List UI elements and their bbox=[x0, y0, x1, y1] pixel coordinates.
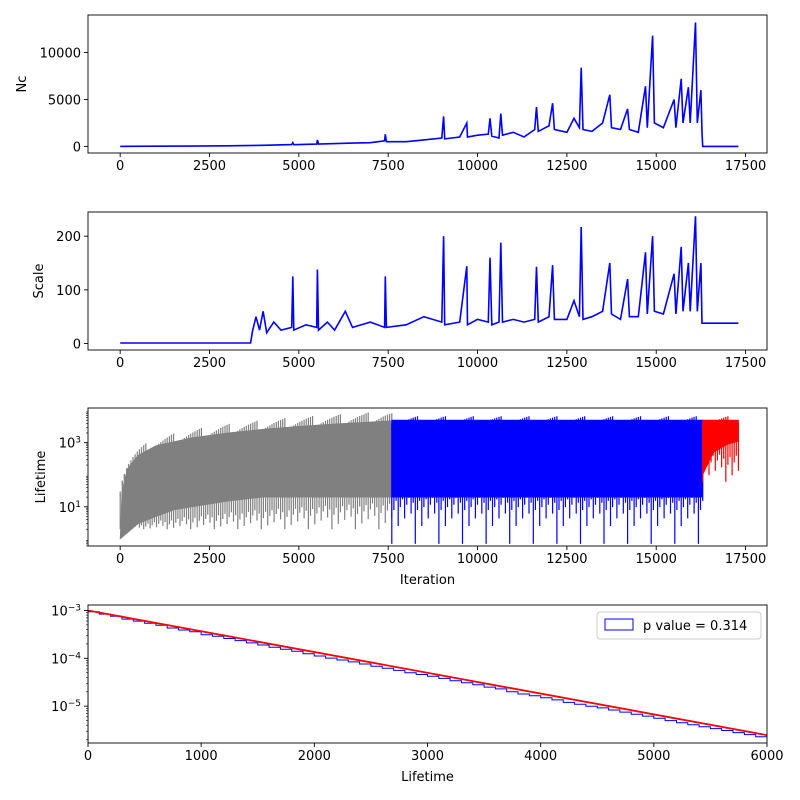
axes-frame bbox=[87, 407, 768, 547]
y-axis-label: Nc bbox=[15, 76, 30, 93]
y-tick-label: 10−5 bbox=[51, 699, 81, 715]
x-tick-label: 4000 bbox=[524, 749, 557, 764]
plot-area bbox=[88, 609, 767, 743]
axes-frame bbox=[87, 14, 768, 154]
y-tick-label: 100 bbox=[56, 284, 81, 299]
x-tick-label: 15000 bbox=[636, 159, 677, 174]
x-tick-label: 3000 bbox=[411, 749, 444, 764]
chart-panel-4: 0 1000 2000 3000 4000 5000 6000 10−5 10−4 10−3 Lif… bbox=[51, 603, 783, 785]
chart-panel-3: 0 2500 5000 7500 10000 12500 15000 17500 101 103 L… bbox=[34, 407, 768, 588]
x-tick-label: 0 bbox=[116, 159, 124, 174]
series-line-1 bbox=[120, 216, 739, 344]
x-tick-label: 0 bbox=[116, 356, 124, 371]
legend-swatch bbox=[604, 618, 634, 631]
x-tick-label: 2500 bbox=[193, 356, 226, 371]
y-tick-label: 10−4 bbox=[51, 651, 81, 667]
y-axis-label: Lifetime bbox=[34, 451, 49, 504]
y-tick-label: 0 bbox=[73, 140, 81, 155]
y-tick-label: 0 bbox=[73, 338, 81, 353]
x-axis-label: Lifetime bbox=[401, 770, 454, 785]
legend-label: p value = 0.314 bbox=[643, 619, 747, 634]
x-tick-label: 10000 bbox=[457, 159, 498, 174]
series-line-1 bbox=[120, 22, 739, 148]
x-tick-label: 1000 bbox=[185, 749, 218, 764]
legend: p value = 0.314 bbox=[596, 611, 762, 640]
x-tick-label: 7500 bbox=[372, 552, 405, 567]
plot-area bbox=[119, 412, 739, 544]
series-spikes-3 bbox=[702, 423, 739, 482]
y-tick-label: 101 bbox=[59, 500, 81, 516]
x-tick-label: 0 bbox=[116, 552, 124, 567]
x-tick-label: 0 bbox=[84, 749, 92, 764]
x-tick-label: 5000 bbox=[282, 552, 315, 567]
y-tick-label: 10000 bbox=[40, 47, 81, 62]
x-tick-label: 5000 bbox=[282, 159, 315, 174]
series-band-3 bbox=[702, 419, 739, 475]
x-tick-label: 15000 bbox=[636, 552, 677, 567]
x-tick-label: 2000 bbox=[298, 749, 331, 764]
series-peaks-2 bbox=[391, 416, 704, 431]
x-tick-label: 7500 bbox=[372, 356, 405, 371]
x-axis-label: Iteration bbox=[400, 573, 455, 588]
fit-line bbox=[88, 609, 767, 737]
y-tick-label: 200 bbox=[56, 230, 81, 245]
plot-area bbox=[120, 216, 739, 344]
y-tick-label: 103 bbox=[59, 436, 81, 452]
y-tick-label: 10−3 bbox=[51, 603, 81, 619]
chart-panel-2: 0 2500 5000 7500 10000 12500 15000 17500 0 100 200… bbox=[32, 211, 768, 371]
x-tick-label: 7500 bbox=[372, 159, 405, 174]
x-tick-label: 12500 bbox=[546, 159, 587, 174]
plot-area bbox=[120, 22, 739, 148]
chart-panel-1: 0 2500 5000 7500 10000 12500 15000 17500 0 5000 10… bbox=[15, 14, 768, 174]
x-tick-label: 12500 bbox=[546, 356, 587, 371]
axes-frame bbox=[87, 211, 768, 351]
x-tick-label: 10000 bbox=[457, 356, 498, 371]
x-tick-label: 10000 bbox=[457, 552, 498, 567]
series-spikes-2 bbox=[391, 423, 704, 544]
series-spikes-1 bbox=[119, 421, 393, 530]
series-peaks-3 bbox=[702, 416, 739, 431]
y-axis-label: Scale bbox=[32, 264, 47, 299]
x-tick-label: 5000 bbox=[637, 749, 670, 764]
x-tick-label: 2500 bbox=[193, 159, 226, 174]
y-tick-label: 5000 bbox=[48, 93, 81, 108]
x-tick-label: 17500 bbox=[725, 159, 766, 174]
x-tick-label: 5000 bbox=[282, 356, 315, 371]
x-tick-label: 6000 bbox=[750, 749, 783, 764]
x-tick-label: 15000 bbox=[636, 356, 677, 371]
x-tick-label: 17500 bbox=[725, 356, 766, 371]
legend-box bbox=[596, 611, 762, 640]
x-tick-label: 17500 bbox=[725, 552, 766, 567]
x-tick-label: 12500 bbox=[546, 552, 587, 567]
x-tick-label: 2500 bbox=[193, 552, 226, 567]
series-peaks-1 bbox=[119, 412, 393, 497]
